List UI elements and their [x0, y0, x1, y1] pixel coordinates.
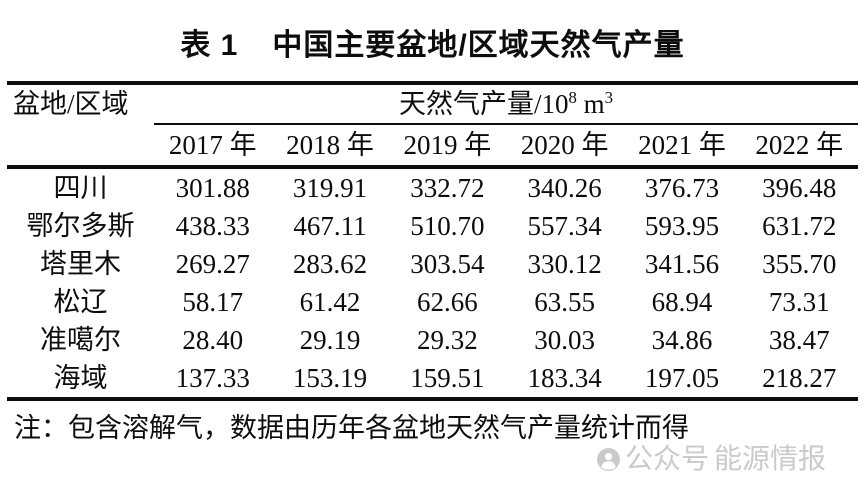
- watermark-account-name: 能源情报: [714, 443, 827, 474]
- production-value-cell: 510.70: [410, 211, 485, 241]
- production-value-cell: 63.55: [534, 287, 595, 317]
- unit-base: 天然气产量/10: [399, 89, 569, 119]
- production-value-cell: 283.62: [292, 249, 368, 279]
- production-value-cell: 62.66: [416, 287, 478, 317]
- production-value-cell: 159.51: [410, 363, 485, 393]
- production-value-cell: 30.03: [534, 325, 595, 355]
- unit-exponent-8: 8: [568, 88, 577, 107]
- watermark: 公众号 能源情报: [597, 445, 826, 473]
- header-row-unit: 盆地/区域 天然气产量/108 m3: [7, 83, 858, 169]
- table-row: 松辽 58.17 61.42 62.66 63.55 68.94 73.31: [7, 283, 858, 321]
- production-value-cell: 330.12: [527, 249, 602, 279]
- column-header-year-2020: 2020 年: [505, 124, 624, 169]
- column-header-year-2022: 2022 年: [740, 124, 858, 169]
- row-header-basin: 海域: [53, 363, 108, 393]
- production-table: 盆地/区域 天然气产量/108 m3 2017 年 2018 年 2019 年 …: [7, 81, 858, 401]
- caption-title: 中国主要盆地/区域天然气产量: [272, 29, 685, 62]
- row-header-basin: 松辽: [53, 287, 108, 317]
- row-header-basin: 准噶尔: [40, 325, 122, 355]
- column-header-basin-region: 盆地/区域: [7, 83, 155, 169]
- row-header-basin: 四川: [53, 173, 108, 203]
- unit-exponent-3: 3: [604, 88, 614, 107]
- production-value-cell: 29.32: [416, 325, 478, 355]
- table-row: 塔里木 269.27 283.62 303.54 330.12 341.56 3…: [7, 245, 858, 283]
- production-value-cell: 396.48: [762, 173, 837, 203]
- table-row: 准噶尔 28.40 29.19 29.32 30.03 34.86 38.47: [7, 321, 858, 359]
- production-value-cell: 73.31: [768, 287, 830, 317]
- production-value-cell: 183.34: [527, 363, 602, 393]
- person-icon: [597, 447, 620, 471]
- production-value-cell: 319.91: [292, 173, 368, 203]
- production-value-cell: 218.27: [762, 363, 837, 393]
- production-value-cell: 28.40: [182, 325, 244, 355]
- production-value-cell: 68.94: [651, 287, 713, 317]
- production-value-cell: 58.17: [182, 287, 244, 317]
- production-value-cell: 340.26: [527, 173, 602, 203]
- production-value-cell: 438.33: [175, 211, 250, 241]
- production-value-cell: 269.27: [175, 249, 250, 279]
- production-value-cell: 467.11: [293, 211, 367, 241]
- production-value-cell: 332.72: [410, 173, 485, 203]
- production-value-cell: 301.88: [175, 173, 250, 203]
- production-value-cell: 29.19: [299, 325, 361, 355]
- watermark-account-label: 公众号: [625, 443, 710, 474]
- production-value-cell: 197.05: [644, 363, 720, 393]
- production-value-cell: 153.19: [292, 363, 368, 393]
- column-header-year-2021: 2021 年: [623, 124, 741, 169]
- table-row: 四川 301.88 319.91 332.72 340.26 376.73 39…: [7, 167, 858, 207]
- production-value-cell: 355.70: [762, 249, 837, 279]
- header-row-years: 2017 年 2018 年 2019 年 2020 年 2021 年 2022 …: [7, 124, 858, 169]
- production-value-cell: 38.47: [768, 325, 830, 355]
- production-value-cell: 593.95: [644, 211, 720, 241]
- column-header-gas-production-unit: 天然气产量/108 m3: [154, 83, 858, 125]
- production-value-cell: 631.72: [762, 211, 837, 241]
- production-value-cell: 557.34: [527, 211, 602, 241]
- page: 表 1 中国主要盆地/区域天然气产量 盆地/区域 天然气产量/108 m3 201…: [0, 26, 865, 473]
- production-value-cell: 34.86: [651, 325, 713, 355]
- production-value-cell: 303.54: [410, 249, 485, 279]
- column-header-year-2017: 2017 年: [154, 124, 272, 169]
- table-row: 海域 137.33 153.19 159.51 183.34 197.05 21…: [7, 359, 858, 399]
- row-header-basin: 鄂尔多斯: [26, 211, 135, 241]
- column-header-year-2019: 2019 年: [388, 124, 506, 169]
- caption-label: 表 1: [180, 29, 239, 62]
- production-value-cell: 376.73: [644, 173, 720, 203]
- production-value-cell: 137.33: [175, 363, 250, 393]
- production-value-cell: 61.42: [299, 287, 361, 317]
- table-footnote: 注：包含溶解气，数据由历年各盆地天然气产量统计而得: [14, 413, 689, 443]
- production-value-cell: 341.56: [644, 249, 720, 279]
- column-header-year-2018: 2018 年: [271, 124, 389, 169]
- row-header-basin: 塔里木: [40, 249, 122, 279]
- table-row: 鄂尔多斯 438.33 467.11 510.70 557.34 593.95 …: [7, 207, 858, 245]
- unit-meter: m: [576, 89, 605, 119]
- table-caption: 表 1 中国主要盆地/区域天然气产量: [0, 26, 865, 66]
